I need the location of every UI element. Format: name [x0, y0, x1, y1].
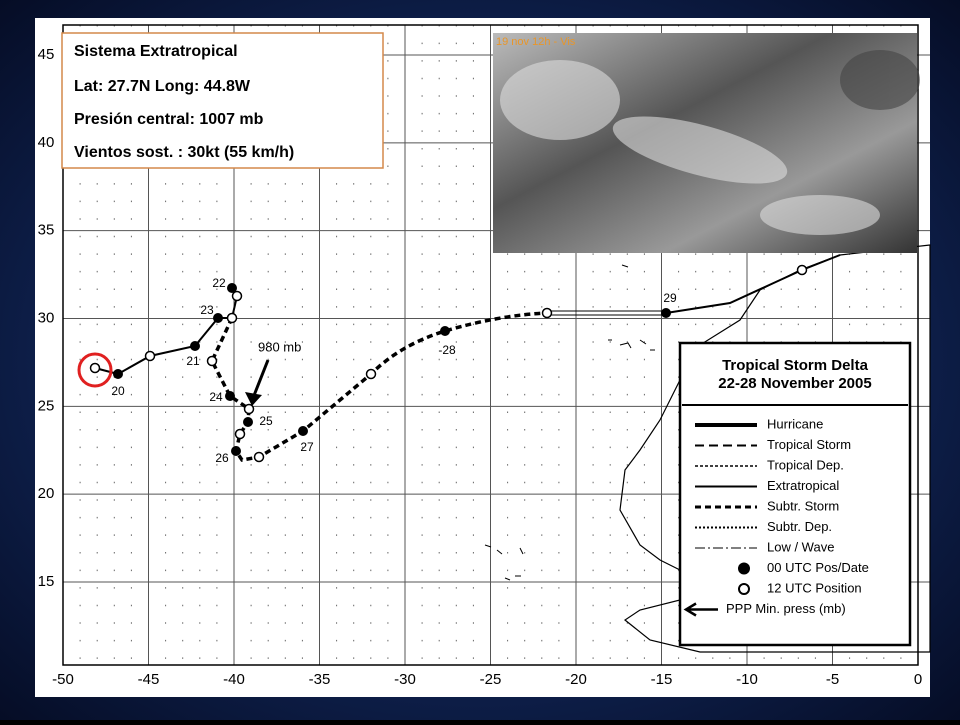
legend-items: Hurricane Tropical Storm Tropical Dep. Extr… — [683, 416, 869, 617]
y-tick-label: 20 — [38, 485, 55, 502]
storm-track: 20 21 22 23 24 25 26 27 -28 29 — [89, 254, 841, 465]
y-tick-label: 35 — [38, 222, 55, 239]
legend-label: Low / Wave — [767, 539, 834, 554]
position-00utc — [231, 446, 241, 456]
date-label: 29 — [663, 291, 677, 305]
x-tick-label: -30 — [394, 671, 416, 688]
x-tick-label: -15 — [651, 671, 673, 688]
legend-box — [678, 341, 912, 647]
position-12utc — [541, 307, 553, 319]
date-label: 20 — [111, 384, 125, 398]
x-tick-label: 0 — [914, 671, 922, 688]
position-00utc — [298, 426, 308, 436]
info-line: Lat: 27.7N Long: 44.8W — [74, 78, 251, 95]
position-12utc — [226, 312, 238, 324]
legend-label: 00 UTC Pos/Date — [767, 560, 869, 575]
position-12utc — [253, 451, 265, 463]
date-label: 21 — [186, 354, 200, 368]
position-00utc — [661, 308, 671, 318]
date-label: 23 — [200, 303, 214, 317]
legend-dot — [738, 583, 750, 595]
x-tick-label: -20 — [565, 671, 587, 688]
legend-label: 12 UTC Position — [767, 580, 862, 595]
date-label: 26 — [215, 451, 229, 465]
legend-label: Subtr. Storm — [767, 498, 839, 513]
date-label: 22 — [212, 276, 226, 290]
x-tick-label: -10 — [736, 671, 758, 688]
position-00utc — [213, 313, 223, 323]
info-line: Presión central: 1007 mb — [74, 111, 264, 128]
track-extratropical — [547, 310, 666, 316]
x-tick-label: -45 — [138, 671, 160, 688]
satellite-clouds — [500, 50, 920, 235]
legend-label: PPP Min. press (mb) — [726, 601, 846, 616]
legend-label: Tropical Dep. — [767, 457, 844, 472]
date-label: 24 — [209, 390, 223, 404]
position-12utc — [144, 350, 156, 362]
highlight-circle — [77, 352, 113, 388]
legend-subtitle: 22-28 November 2005 — [718, 375, 871, 392]
position-12utc — [234, 428, 246, 440]
position-00utc — [190, 341, 200, 351]
pressure-arrow-head — [245, 392, 262, 406]
date-label: 25 — [259, 414, 273, 428]
y-tick-label: 15 — [38, 573, 55, 590]
x-tick-label: -5 — [826, 671, 839, 688]
date-label: -28 — [438, 343, 456, 357]
date-label: 27 — [300, 440, 314, 454]
position-00utc — [113, 369, 123, 379]
position-12utc — [796, 264, 808, 276]
position-00utc — [243, 417, 253, 427]
x-tick-label: -35 — [309, 671, 331, 688]
position-00utc — [225, 391, 235, 401]
y-tick-label: 25 — [38, 397, 55, 414]
legend-label: Hurricane — [767, 416, 823, 431]
pressure-arrow — [251, 359, 270, 399]
position-00utc — [227, 283, 237, 293]
x-tick-label: -40 — [223, 671, 245, 688]
coastline — [619, 244, 931, 653]
position-12utc — [231, 290, 243, 302]
legend-label: Tropical Storm — [767, 437, 851, 452]
track-solid — [665, 254, 841, 314]
position-12utc — [206, 355, 218, 367]
x-tick-label: -50 — [52, 671, 74, 688]
x-tick-label: -25 — [480, 671, 502, 688]
pressure-label: 980 mb — [258, 339, 301, 354]
legend-dot — [738, 562, 750, 575]
y-tick-label: 45 — [38, 46, 55, 63]
track-dashed — [210, 311, 548, 462]
legend-title: Tropical Storm Delta — [722, 357, 869, 374]
satellite-label: 19 nov 12h - Vis — [496, 36, 576, 48]
position-12utc — [365, 368, 377, 380]
islands — [484, 264, 655, 581]
y-tick-label: 40 — [38, 134, 55, 151]
info-line: Vientos sost. : 30kt (55 km/h) — [74, 144, 294, 161]
position-00utc — [440, 326, 450, 336]
legend-label: Subtr. Dep. — [767, 519, 832, 534]
legend-arrow — [683, 602, 718, 617]
position-12utc — [89, 362, 101, 374]
legend-label: Extratropical — [767, 478, 839, 493]
info-line: Sistema Extratropical — [74, 43, 238, 60]
info-box — [61, 32, 384, 169]
map-frame — [62, 24, 919, 666]
position-12utc — [243, 403, 255, 415]
y-tick-label: 30 — [38, 309, 55, 326]
